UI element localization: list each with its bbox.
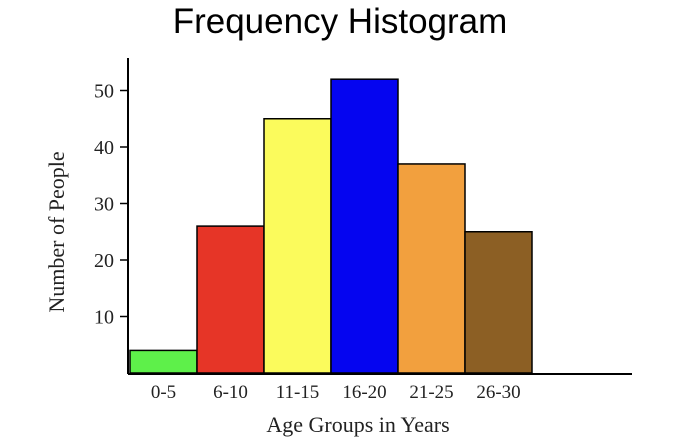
x-tick-label-26-30: 26-30 <box>476 382 520 403</box>
y-axis-label: Number of People <box>44 151 69 312</box>
x-tick-label-16-20: 16-20 <box>342 382 386 403</box>
bar-21-25 <box>397 163 466 374</box>
bar-6-10 <box>196 225 265 374</box>
y-tick-label-40: 40 <box>94 137 114 159</box>
y-ticks-group: 10 20 30 40 50 <box>94 81 128 329</box>
x-labels-group: 0-5 6-10 11-15 16-20 21-25 26-30 <box>151 382 521 403</box>
x-tick-label-21-25: 21-25 <box>409 382 453 403</box>
y-tick-label-20: 20 <box>94 250 114 272</box>
x-tick-label-0-5: 0-5 <box>151 382 176 403</box>
bar-26-30 <box>464 231 533 374</box>
bars-group <box>129 78 533 374</box>
chart-title: Frequency Histogram <box>172 2 508 41</box>
y-tick-label-10: 10 <box>94 307 114 329</box>
bar-0-5 <box>129 349 198 374</box>
bar-16-20 <box>330 78 399 374</box>
bar-11-15 <box>263 118 332 374</box>
y-tick-label-50: 50 <box>94 81 114 103</box>
y-tick-label-30: 30 <box>94 194 114 216</box>
x-axis-label: Age Groups in Years <box>266 412 449 437</box>
x-tick-label-11-15: 11-15 <box>276 382 320 403</box>
x-tick-label-6-10: 6-10 <box>213 382 248 403</box>
